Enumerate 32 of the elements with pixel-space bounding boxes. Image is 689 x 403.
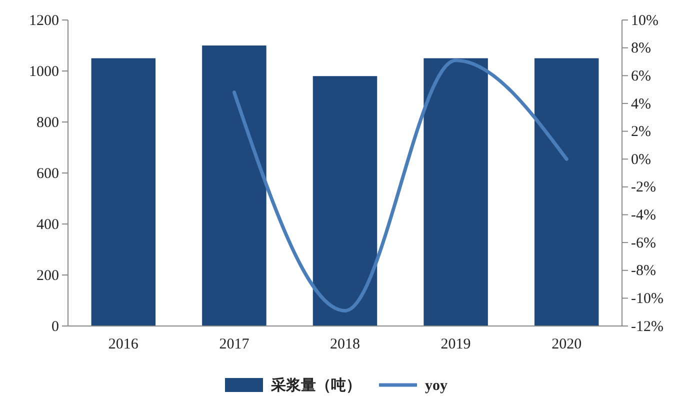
y2-tick-label: 10% [631, 12, 658, 29]
x-tick-label: 2017 [219, 336, 250, 353]
x-tick-label: 2019 [440, 336, 471, 353]
x-tick-label: 2016 [108, 336, 139, 353]
bar [202, 46, 266, 326]
bar [312, 76, 378, 326]
y-tick-label: 600 [36, 166, 59, 182]
legend-label: 采浆量（吨） [270, 377, 361, 394]
y-tick-label: 200 [36, 268, 59, 284]
y2-tick-label: 4% [631, 96, 651, 112]
y2-tick-label: -10% [631, 290, 664, 307]
legend-label: yoy [425, 378, 448, 394]
y-tick-label: 800 [36, 114, 59, 131]
y2-tick-label: -4% [631, 208, 656, 224]
line-series [232, 58, 568, 312]
y-tick-label: 0 [52, 318, 59, 335]
bar [91, 58, 156, 326]
y2-tick-label: 6% [631, 68, 651, 84]
y-tick-label: 1000 [29, 64, 59, 80]
y2-tick-label: 8% [631, 40, 651, 57]
y2-tick-label: -6% [631, 235, 656, 252]
y-tick-label: 400 [36, 216, 59, 233]
y2-tick-label: 0% [631, 152, 651, 168]
x-tick-label: 2020 [552, 336, 582, 353]
y-tick-label: 1200 [29, 12, 59, 29]
bar [424, 58, 488, 326]
x-tick-label: 2018 [330, 336, 360, 353]
y2-tick-label: 2% [631, 124, 651, 140]
y2-tick-label: -12% [631, 318, 664, 335]
y2-tick-label: -8% [631, 263, 656, 280]
bar [534, 58, 599, 326]
y2-tick-label: -2% [631, 180, 656, 196]
